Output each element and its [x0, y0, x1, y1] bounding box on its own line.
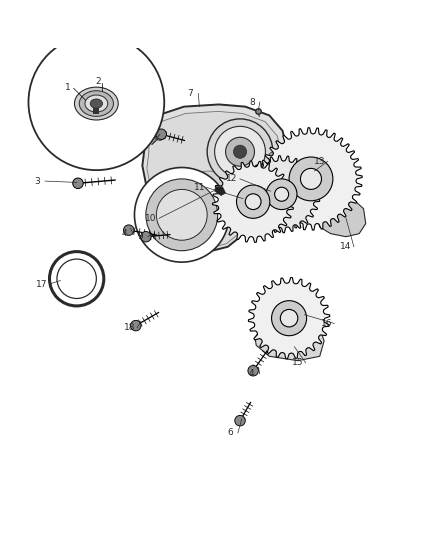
Text: 4: 4	[122, 229, 127, 238]
Circle shape	[237, 185, 270, 219]
Text: 2: 2	[96, 77, 101, 86]
Circle shape	[264, 209, 275, 219]
Circle shape	[235, 415, 245, 426]
Text: 17: 17	[36, 279, 47, 288]
Polygon shape	[147, 111, 281, 248]
Circle shape	[280, 310, 298, 327]
Ellipse shape	[85, 95, 108, 112]
Text: 10: 10	[145, 214, 157, 223]
Text: 13: 13	[314, 157, 325, 166]
Polygon shape	[215, 187, 226, 196]
Circle shape	[289, 157, 333, 201]
Polygon shape	[159, 171, 243, 214]
Ellipse shape	[79, 91, 113, 116]
Circle shape	[57, 259, 96, 298]
Circle shape	[146, 179, 218, 251]
Polygon shape	[255, 321, 324, 361]
Text: 18: 18	[124, 324, 135, 332]
Circle shape	[268, 152, 279, 162]
Circle shape	[49, 252, 104, 306]
Polygon shape	[212, 161, 294, 243]
Text: 9: 9	[137, 232, 143, 241]
Polygon shape	[243, 156, 320, 233]
Circle shape	[275, 187, 289, 201]
Circle shape	[266, 179, 297, 209]
Circle shape	[134, 167, 229, 262]
Polygon shape	[260, 128, 362, 230]
Circle shape	[233, 145, 247, 158]
Circle shape	[215, 126, 265, 177]
Circle shape	[207, 119, 273, 184]
Text: 11: 11	[194, 183, 205, 192]
Text: 4: 4	[249, 369, 254, 378]
Circle shape	[124, 225, 134, 236]
Polygon shape	[142, 104, 287, 251]
Text: 14: 14	[340, 243, 352, 251]
Text: 6: 6	[227, 429, 233, 438]
Circle shape	[300, 168, 321, 189]
Text: 16: 16	[321, 319, 332, 328]
Circle shape	[141, 231, 151, 242]
Circle shape	[226, 138, 254, 166]
Circle shape	[156, 189, 207, 240]
Text: 5: 5	[144, 115, 150, 124]
Text: 12: 12	[226, 174, 238, 183]
Circle shape	[156, 129, 166, 140]
Circle shape	[155, 130, 165, 140]
Text: 8: 8	[249, 98, 255, 107]
Text: JĒ: JĒ	[198, 187, 209, 199]
Ellipse shape	[90, 99, 102, 108]
Polygon shape	[248, 278, 330, 359]
Ellipse shape	[74, 87, 118, 120]
Text: 1: 1	[65, 83, 71, 92]
FancyBboxPatch shape	[93, 108, 99, 114]
Polygon shape	[318, 197, 366, 237]
Circle shape	[131, 320, 141, 331]
Circle shape	[73, 178, 83, 189]
Circle shape	[28, 34, 164, 170]
Circle shape	[272, 301, 307, 336]
Text: 3: 3	[34, 176, 40, 185]
Circle shape	[245, 194, 261, 209]
Text: 7: 7	[187, 89, 194, 98]
Text: 15: 15	[292, 358, 304, 367]
Circle shape	[248, 366, 258, 376]
